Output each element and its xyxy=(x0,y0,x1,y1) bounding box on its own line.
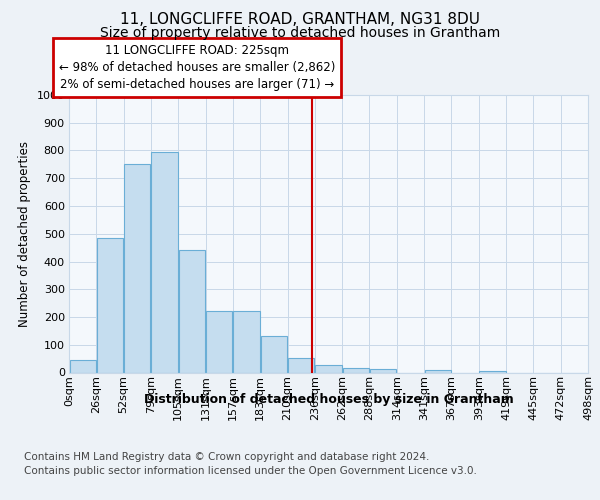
Bar xyxy=(124,164,151,372)
Bar xyxy=(233,312,260,372)
Text: Contains HM Land Registry data © Crown copyright and database right 2024.: Contains HM Land Registry data © Crown c… xyxy=(24,452,430,462)
Bar xyxy=(370,369,396,372)
Bar xyxy=(179,250,205,372)
Bar xyxy=(316,364,341,372)
Text: Distribution of detached houses by size in Grantham: Distribution of detached houses by size … xyxy=(144,392,514,406)
Bar xyxy=(343,368,369,372)
Y-axis label: Number of detached properties: Number of detached properties xyxy=(18,141,31,327)
Bar xyxy=(261,336,287,372)
Text: Size of property relative to detached houses in Grantham: Size of property relative to detached ho… xyxy=(100,26,500,40)
Bar xyxy=(425,370,451,372)
Text: Contains public sector information licensed under the Open Government Licence v3: Contains public sector information licen… xyxy=(24,466,477,476)
Bar xyxy=(206,312,232,372)
Text: 11 LONGCLIFFE ROAD: 225sqm
← 98% of detached houses are smaller (2,862)
2% of se: 11 LONGCLIFFE ROAD: 225sqm ← 98% of deta… xyxy=(59,44,335,91)
Bar xyxy=(70,360,96,372)
Bar xyxy=(97,238,123,372)
Bar xyxy=(479,370,506,372)
Bar xyxy=(151,152,178,372)
Text: 11, LONGCLIFFE ROAD, GRANTHAM, NG31 8DU: 11, LONGCLIFFE ROAD, GRANTHAM, NG31 8DU xyxy=(120,12,480,28)
Bar xyxy=(288,358,314,372)
